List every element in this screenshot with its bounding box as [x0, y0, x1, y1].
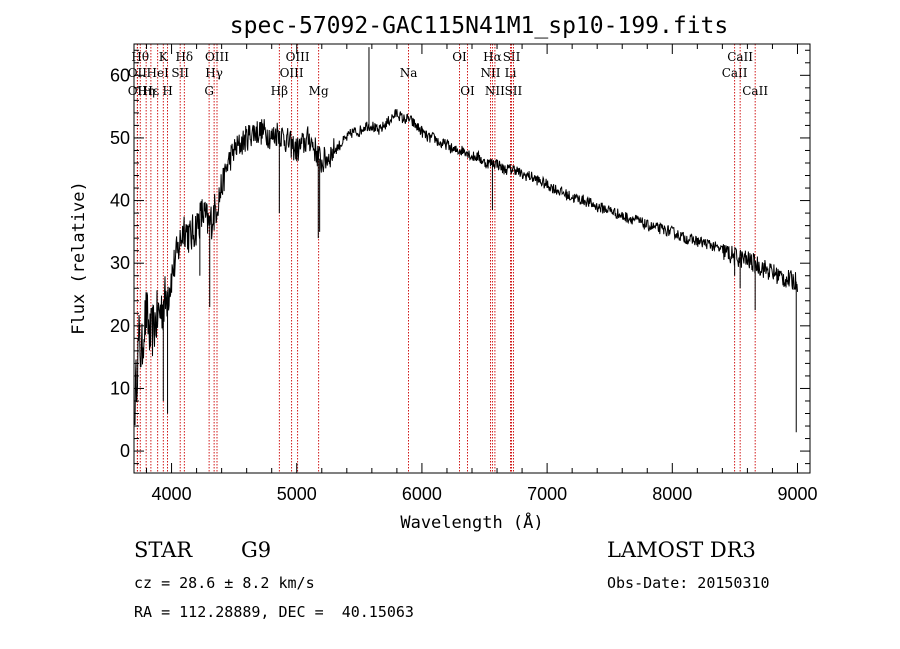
- line-marker-label: SII: [505, 84, 523, 98]
- x-tick-label: 7000: [527, 484, 567, 504]
- line-marker-label: OIII: [280, 66, 304, 80]
- line-marker-label: NII: [485, 84, 505, 98]
- object-class: STAR: [134, 538, 193, 562]
- y-axis-label: Flux (relative): [69, 181, 89, 335]
- obs-date: Obs-Date: 20150310: [607, 574, 770, 592]
- y-tick-label: 40: [110, 191, 130, 211]
- line-marker-label: OII: [128, 84, 148, 98]
- redshift-text: cz = 28.6 ± 8.2 km/s: [134, 574, 315, 592]
- coordinates: RA = 112.28889, DEC = 40.15063: [134, 603, 414, 621]
- x-tick-label: 4000: [152, 484, 192, 504]
- line-marker-label: CaII: [727, 50, 753, 64]
- line-marker-label: Mg: [309, 84, 329, 98]
- y-tick-label: 10: [110, 378, 130, 398]
- line-marker-label: NII: [481, 66, 501, 80]
- emission-line-markers: HθOIIOIIHηHεHeIKHSIIHδGHγOIIIHβOIIIOIIIM…: [128, 44, 768, 473]
- line-marker-label: HeI: [147, 66, 170, 80]
- line-marker-label: Hγ: [205, 66, 223, 80]
- line-marker-label: SII: [171, 66, 189, 80]
- line-marker-label: OI: [460, 84, 475, 98]
- line-marker-label: Li: [505, 66, 517, 80]
- line-marker-label: CaII: [742, 84, 768, 98]
- line-marker-label: OIII: [205, 50, 229, 64]
- line-marker-label: Hα: [483, 50, 502, 64]
- y-tick-label: 30: [110, 253, 130, 273]
- spectrum-line: [134, 109, 798, 426]
- plot-axes: 4000 5000 6000 7000 8000 9000 0 10 20 30 40 50 60: [110, 43, 818, 504]
- line-marker-label: Hε: [143, 84, 160, 98]
- line-marker-label: OI: [452, 50, 467, 64]
- y-tick-label: 0: [120, 441, 130, 461]
- line-marker-label: Hθ: [131, 50, 149, 64]
- x-axis-label: Wavelength (Å): [400, 511, 543, 533]
- x-tick-label: 9000: [777, 484, 817, 504]
- y-tick-label: 20: [110, 316, 130, 336]
- survey-name: LAMOST DR3: [607, 538, 756, 562]
- x-tick-label: 6000: [402, 484, 442, 504]
- line-marker-label: Hδ: [175, 50, 193, 64]
- line-marker-label: SII: [503, 50, 521, 64]
- line-marker-label: Hβ: [271, 84, 288, 98]
- spectrum-series: [134, 47, 798, 433]
- chart-title: spec-57092-GAC115N41M1_sp10-199.fits: [230, 13, 729, 39]
- x-tick-label: 8000: [652, 484, 692, 504]
- line-marker-label: G: [204, 84, 214, 98]
- spectral-subclass: G9: [241, 538, 272, 562]
- x-tick-label: 5000: [277, 484, 317, 504]
- line-marker-label: Na: [400, 66, 418, 80]
- y-tick-label: 60: [110, 65, 130, 85]
- line-marker-label: K: [159, 50, 169, 64]
- line-marker-label: CaII: [722, 66, 748, 80]
- plot-frame: [133, 43, 811, 474]
- line-marker-label: OIII: [286, 50, 310, 64]
- line-marker-label: H: [162, 84, 172, 98]
- line-marker-label: OII: [128, 66, 148, 80]
- y-tick-label: 50: [110, 128, 130, 148]
